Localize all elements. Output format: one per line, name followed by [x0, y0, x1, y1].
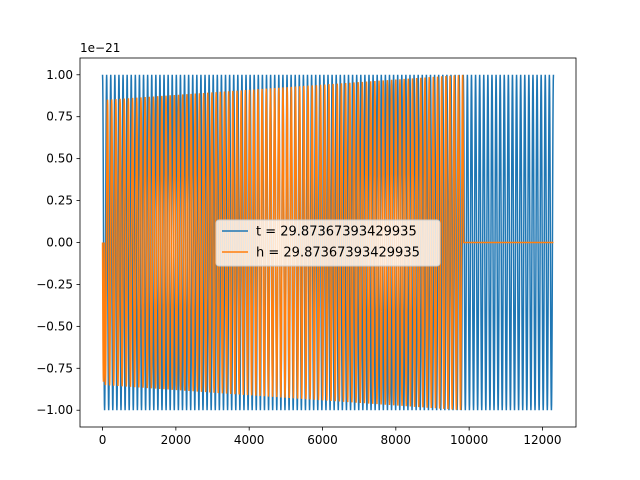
- x-tick-label: 12000: [523, 433, 561, 447]
- legend-box: [215, 219, 441, 267]
- y-tick-label: −1.00: [36, 403, 73, 417]
- y-tick-label: 0.50: [46, 152, 73, 166]
- legend-label: t = 29.87367393429935: [256, 225, 417, 240]
- plot-area: [101, 74, 555, 411]
- x-tick-label: 6000: [307, 433, 338, 447]
- x-tick-label: 2000: [161, 433, 192, 447]
- x-tick-label: 0: [99, 433, 107, 447]
- axes: 0 2000 4000 6000 8000 10000 12000 1.00 0.75 0.50 0…: [36, 57, 577, 447]
- y-tick-label: −0.25: [36, 277, 73, 291]
- y-tick-label: −0.75: [36, 361, 73, 375]
- y-offset-text: 1e−21: [80, 41, 120, 55]
- x-tick-label: 4000: [234, 433, 265, 447]
- y-tick-label: 0.00: [46, 236, 73, 250]
- legend-label: h = 29.87367393429935: [256, 246, 420, 261]
- x-tick-label: 8000: [381, 433, 412, 447]
- y-tick-label: 1.00: [46, 68, 73, 82]
- legend: t = 29.87367393429935 h = 29.873673934299…: [215, 219, 441, 267]
- series-line-1: [101, 74, 554, 411]
- x-tick-label: 10000: [450, 433, 488, 447]
- y-tick-label: −0.50: [36, 319, 73, 333]
- y-tick-label: 0.25: [46, 194, 73, 208]
- y-tick-label: 0.75: [46, 110, 73, 124]
